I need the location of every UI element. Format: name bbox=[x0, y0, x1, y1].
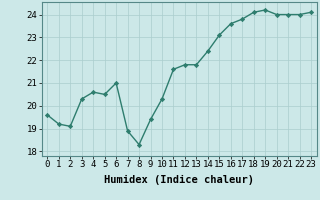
X-axis label: Humidex (Indice chaleur): Humidex (Indice chaleur) bbox=[104, 175, 254, 185]
